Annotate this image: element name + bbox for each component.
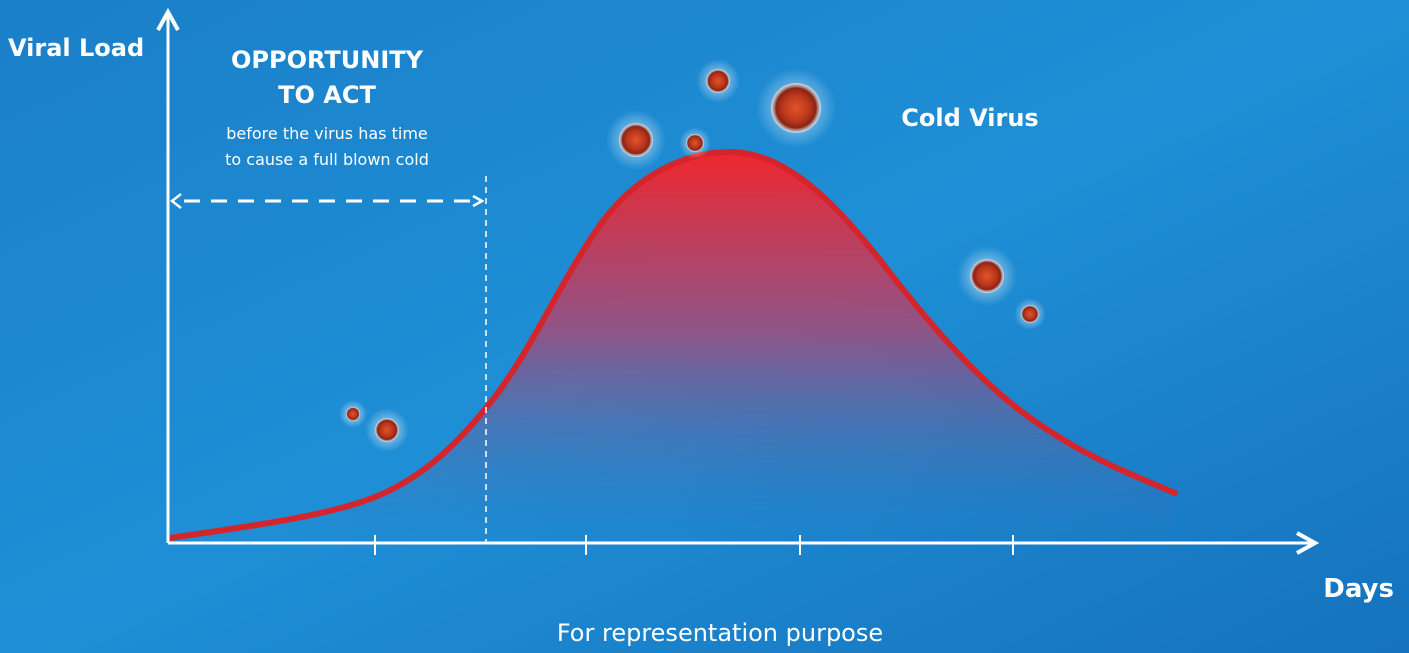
curve-area xyxy=(170,152,1175,543)
footnote: For representation purpose xyxy=(557,619,883,647)
y-axis-label: Viral Load xyxy=(8,34,144,62)
viruses xyxy=(339,59,1046,452)
window-arrow-head xyxy=(169,193,182,209)
curve-label: Cold Virus xyxy=(901,104,1038,132)
x-axis-label: Days xyxy=(1323,574,1394,604)
axis-ticks xyxy=(374,535,1014,555)
annotation-title: TO ACT xyxy=(278,81,376,109)
annotation-body: to cause a full blown cold xyxy=(225,150,429,169)
annotation-title: OPPORTUNITY xyxy=(231,46,424,74)
annotation-body: before the virus has time xyxy=(226,124,428,143)
curve-line xyxy=(167,148,1178,541)
